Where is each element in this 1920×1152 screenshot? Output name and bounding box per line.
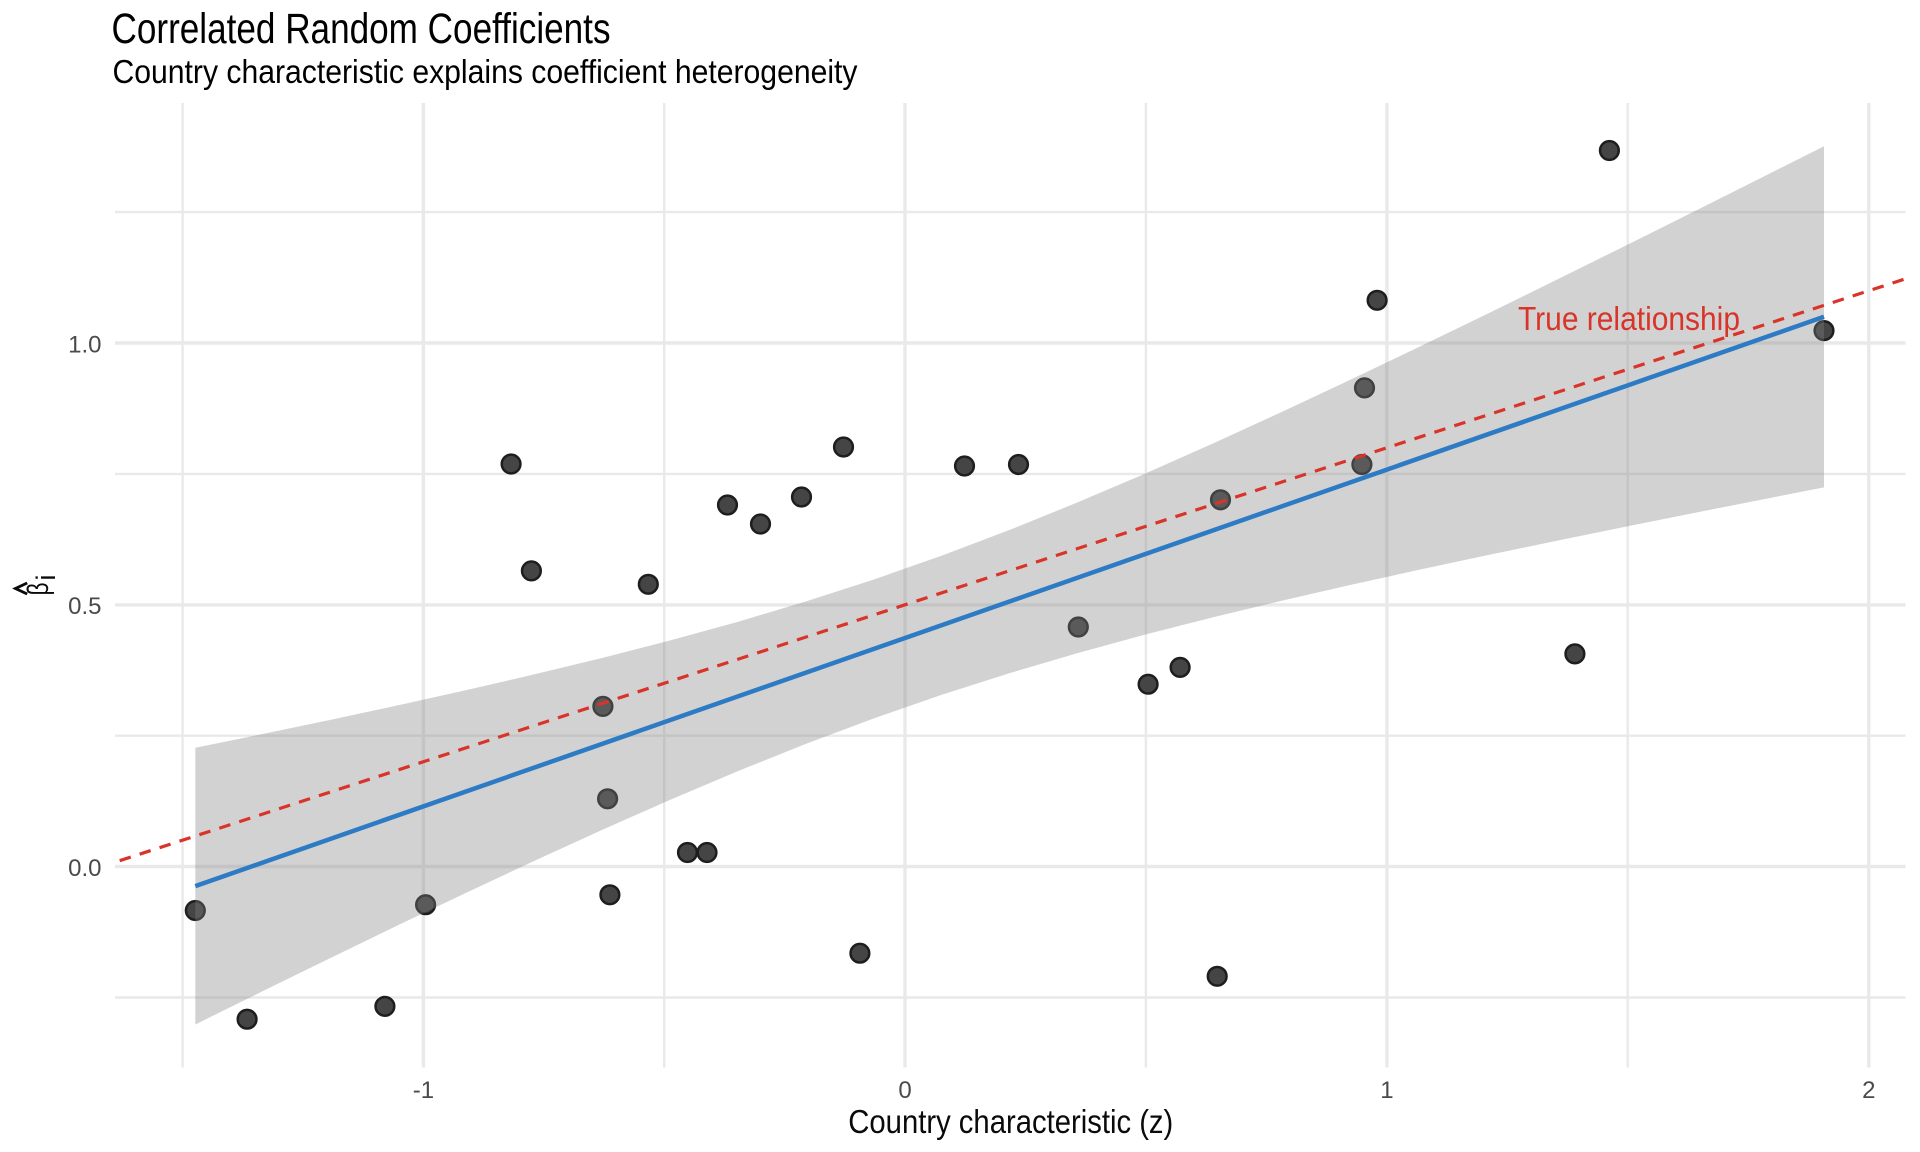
svg-text:1: 1 (1380, 1077, 1393, 1104)
svg-text:-1: -1 (413, 1077, 434, 1104)
svg-text:0: 0 (898, 1077, 911, 1104)
svg-text:i: i (31, 575, 61, 581)
svg-text:Country characteristic (z): Country characteristic (z) (848, 1103, 1173, 1140)
svg-text:Country characteristic explain: Country characteristic explains coeffici… (113, 53, 858, 90)
svg-text:β: β (22, 583, 55, 596)
svg-text:True relationship: True relationship (1518, 300, 1740, 337)
svg-text:2: 2 (1862, 1077, 1875, 1104)
svg-text:0.0: 0.0 (68, 855, 101, 882)
svg-text:1.0: 1.0 (68, 331, 101, 358)
svg-text:0.5: 0.5 (68, 593, 101, 620)
svg-text:Correlated Random Coefficients: Correlated Random Coefficients (112, 6, 611, 53)
